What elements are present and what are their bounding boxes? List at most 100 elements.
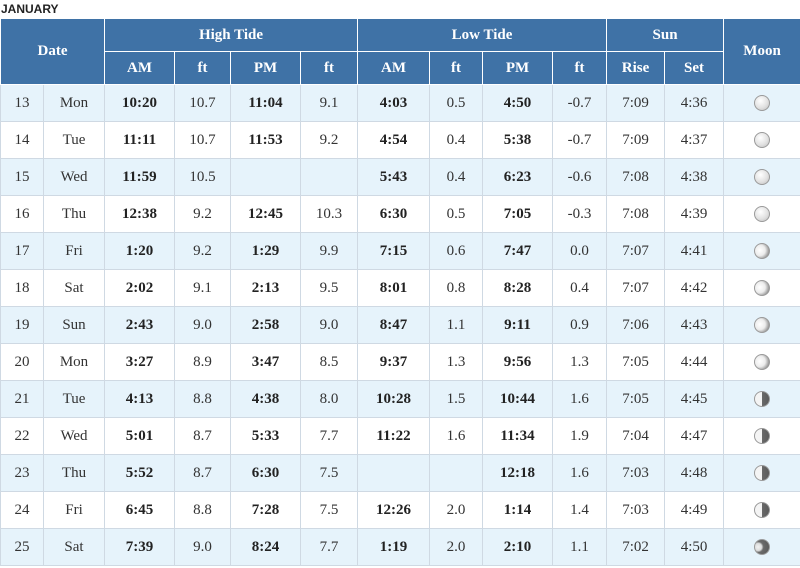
- high-tide-pm-time: 1:29: [230, 232, 301, 270]
- sunrise-time: 7:05: [606, 380, 666, 418]
- sunset-time: 4:41: [664, 232, 725, 270]
- high-tide-am-height: 8.8: [174, 380, 231, 418]
- high-tide-pm-height: 9.0: [300, 306, 358, 344]
- high-tide-am-time: 5:01: [104, 417, 175, 455]
- high-tide-pm-height: 7.7: [300, 417, 358, 455]
- sunset-time: 4:47: [664, 417, 725, 455]
- date-day: 13: [0, 84, 44, 122]
- date-weekday: Tue: [43, 380, 105, 418]
- low-tide-am-height: 2.0: [429, 528, 483, 566]
- moon-phase-cell: [723, 491, 800, 529]
- low-tide-pm-time: 1:14: [482, 491, 553, 529]
- high-tide-am-time: 2:02: [104, 269, 175, 307]
- low-tide-am-height: 1.3: [429, 343, 483, 381]
- high-tide-am-time: 3:27: [104, 343, 175, 381]
- high-tide-am-time: 12:38: [104, 195, 175, 233]
- low-tide-am-height: 0.8: [429, 269, 483, 307]
- low-tide-pm-height: 1.4: [551, 491, 608, 529]
- high-tide-pm-time: 6:30: [230, 454, 301, 492]
- high-tide-am-height: 9.2: [174, 232, 231, 270]
- header-low-tide: Low Tide: [356, 18, 608, 52]
- sunset-time: 4:50: [664, 528, 725, 566]
- low-tide-pm-time: 9:56: [482, 343, 553, 381]
- table-row: 24 Fri 6:45 8.8 7:28 7.5 12:26 2.0 1:14 1.4 7:03 4:…: [0, 491, 800, 529]
- high-tide-pm-time: 2:13: [230, 269, 301, 307]
- high-tide-am-height: 8.9: [174, 343, 231, 381]
- moon-phase-cell: [723, 380, 800, 418]
- low-tide-am-height: 1.1: [429, 306, 483, 344]
- sunset-time: 4:44: [664, 343, 725, 381]
- high-tide-pm-time: 12:45: [230, 195, 301, 233]
- last-quarter-moon-icon: [754, 502, 771, 519]
- sunrise-time: 7:07: [606, 269, 666, 307]
- table-row: 14 Tue 11:11 10.7 11:53 9.2 4:54 0.4 5:38 -0.7 7:0…: [0, 121, 800, 159]
- high-tide-pm-height: 9.2: [300, 121, 358, 159]
- high-tide-am-time: 5:52: [104, 454, 175, 492]
- moon-phase-cell: [723, 84, 800, 122]
- table-row: 21 Tue 4:13 8.8 4:38 8.0 10:28 1.5 10:44 1.6 7:05 4…: [0, 380, 800, 418]
- low-tide-am-time: 4:03: [357, 84, 430, 122]
- low-tide-am-height: 0.5: [429, 195, 483, 233]
- high-tide-am-height: 8.7: [174, 454, 231, 492]
- moon-phase-cell: [723, 417, 800, 455]
- sunset-time: 4:39: [664, 195, 725, 233]
- header-sun: Sun: [606, 18, 725, 52]
- high-tide-am-time: 1:20: [104, 232, 175, 270]
- date-weekday: Wed: [43, 417, 105, 455]
- high-tide-pm-height: 7.5: [300, 454, 358, 492]
- date-day: 25: [0, 528, 44, 566]
- high-tide-pm-time: 11:04: [230, 84, 301, 122]
- low-tide-am-time: 6:30: [357, 195, 430, 233]
- moon-phase-cell: [723, 158, 800, 196]
- moon-phase-cell: [723, 454, 800, 492]
- date-day: 21: [0, 380, 44, 418]
- low-tide-pm-height: 0.0: [551, 232, 608, 270]
- low-tide-pm-height: 1.6: [551, 380, 608, 418]
- date-day: 24: [0, 491, 44, 529]
- full-moon-icon: [754, 169, 771, 186]
- moon-phase-cell: [723, 121, 800, 159]
- date-day: 20: [0, 343, 44, 381]
- high-tide-pm-height: 7.5: [300, 491, 358, 529]
- date-weekday: Sun: [43, 306, 105, 344]
- high-tide-am-time: 7:39: [104, 528, 175, 566]
- low-tide-pm-time: 7:47: [482, 232, 553, 270]
- low-tide-pm-height: 1.1: [551, 528, 608, 566]
- date-day: 17: [0, 232, 44, 270]
- date-day: 16: [0, 195, 44, 233]
- low-tide-am-height: 1.5: [429, 380, 483, 418]
- high-tide-pm-time: 8:24: [230, 528, 301, 566]
- low-tide-am-height: 0.4: [429, 121, 483, 159]
- last-quarter-moon-icon: [754, 391, 771, 408]
- high-tide-am-time: 11:11: [104, 121, 175, 159]
- date-weekday: Tue: [43, 121, 105, 159]
- low-tide-pm-time: 10:44: [482, 380, 553, 418]
- last-quarter-moon-icon: [754, 465, 771, 482]
- sunrise-time: 7:04: [606, 417, 666, 455]
- high-tide-am-height: 10.7: [174, 84, 231, 122]
- high-tide-pm-time: 4:38: [230, 380, 301, 418]
- moon-phase-cell: [723, 232, 800, 270]
- sunset-time: 4:45: [664, 380, 725, 418]
- high-tide-pm-time: 5:33: [230, 417, 301, 455]
- table-row: 16 Thu 12:38 9.2 12:45 10.3 6:30 0.5 7:05 -0.3 7:0…: [0, 195, 800, 233]
- table-row: 22 Wed 5:01 8.7 5:33 7.7 11:22 1.6 11:34 1.9 7:04 4…: [0, 417, 800, 455]
- month-title: JANUARY: [1, 2, 59, 16]
- sunset-time: 4:49: [664, 491, 725, 529]
- low-tide-am-height: 0.5: [429, 84, 483, 122]
- high-tide-am-height: 9.1: [174, 269, 231, 307]
- moon-phase-cell: [723, 343, 800, 381]
- sunset-time: 4:36: [664, 84, 725, 122]
- table-row: 13 Mon 10:20 10.7 11:04 9.1 4:03 0.5 4:50 -0.7 7:0…: [0, 84, 800, 122]
- high-tide-pm-height: 7.7: [300, 528, 358, 566]
- low-tide-am-time: 8:01: [357, 269, 430, 307]
- header-low-am-ft: ft: [429, 51, 483, 85]
- low-tide-am-time: 10:28: [357, 380, 430, 418]
- high-tide-am-time: 10:20: [104, 84, 175, 122]
- table-row: 15 Wed 11:59 10.5 5:43 0.4 6:23 -0.6 7:08 4:38: [0, 158, 800, 196]
- last-quarter-moon-icon: [754, 428, 771, 445]
- low-tide-am-height: [429, 454, 483, 492]
- sunrise-time: 7:07: [606, 232, 666, 270]
- high-tide-pm-height: 10.3: [300, 195, 358, 233]
- date-day: 18: [0, 269, 44, 307]
